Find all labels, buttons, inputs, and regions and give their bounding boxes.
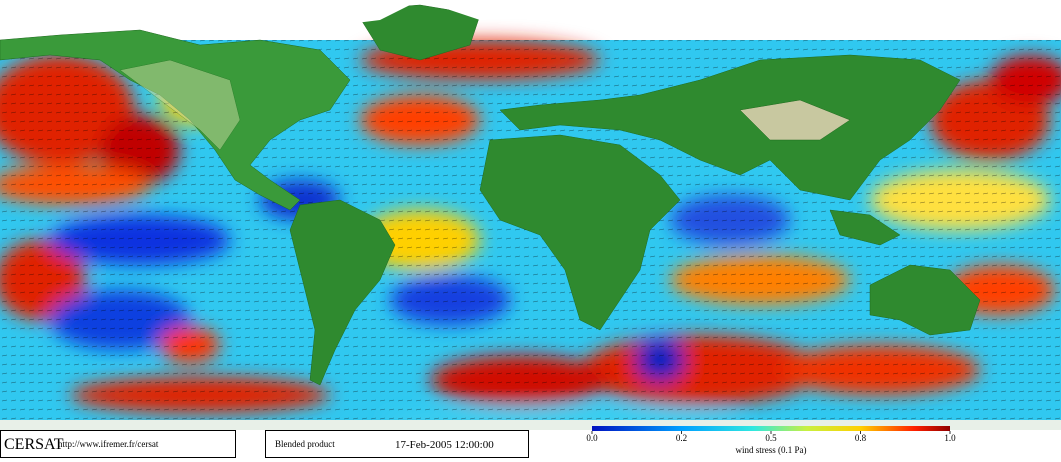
colorbar-label: wind stress (0.1 Pa) (736, 445, 807, 455)
colorbar-ticks: 0.0 0.2 0.5 0.8 1.0 (586, 431, 956, 443)
logo-box (0, 430, 236, 458)
colorbar-tick-label: 0.5 (765, 433, 777, 443)
colorbar-tick-label: 0.8 (855, 433, 867, 443)
product-name: Blended product (275, 439, 335, 449)
land (0, 4, 1061, 430)
url: http://www.ifremer.fr/cersat (58, 439, 159, 449)
colorbar-tick-label: 0.0 (586, 433, 598, 443)
info-bar: CERSAT http://www.ifremer.fr/cersat Blen… (0, 426, 1061, 462)
logo: CERSAT (4, 436, 64, 453)
product-box (265, 430, 529, 458)
colorbar-tick-label: 0.2 (676, 433, 687, 443)
colorbar-tick-label: 1.0 (944, 433, 956, 443)
product-date: 17-Feb-2005 12:00:00 (395, 439, 494, 451)
colorbar (592, 426, 950, 431)
sea-ice (0, 0, 1061, 30)
